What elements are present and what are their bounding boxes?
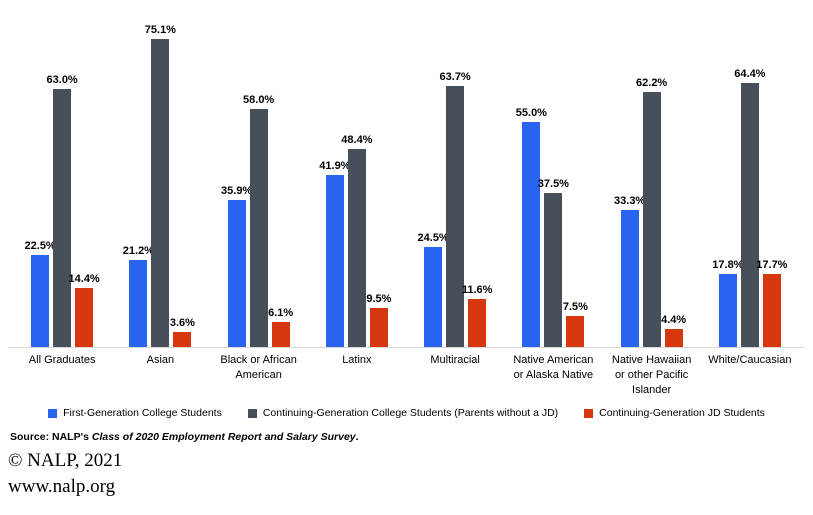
bar-cluster: 24.5% 63.7% 11.6% xyxy=(418,71,492,347)
bar-continuing-generation-jd-students-black-or-african-american: 6.1% xyxy=(268,307,293,347)
category-label-asian: Asian xyxy=(146,354,175,366)
bar-first-generation-college-students-multiracial: 24.5% xyxy=(418,232,449,347)
bar-continuing-generation-jd-students-latinx: 9.5% xyxy=(366,293,391,347)
value-label: 62.2% xyxy=(636,77,668,89)
bar-group-multiracial: 24.5% 63.7% 11.6% xyxy=(406,71,504,347)
bar-cluster: 33.3% 62.2% 4.4% xyxy=(614,77,686,347)
category-label-black-or-african-american: Black or African American xyxy=(220,354,297,381)
bar-first-generation-college-students-all-graduates: 22.5% xyxy=(25,240,56,347)
source-prefix: Source: xyxy=(10,431,50,443)
bar-continuing-generation-college-students-parents-without-a-jd-multiracial: 63.7% xyxy=(440,71,471,347)
x-axis-line xyxy=(8,347,805,348)
value-label: 58.0% xyxy=(243,94,275,106)
value-label: 6.1% xyxy=(268,307,294,319)
legend-item-continuing-generation-jd-students: Continuing-Generation JD Students xyxy=(584,407,765,419)
bar-first-generation-college-students-black-or-african-american: 35.9% xyxy=(221,185,252,347)
bar-continuing-generation-jd-students-native-hawaiian-or-other-pacific-islander: 4.4% xyxy=(661,314,686,347)
value-label: 35.9% xyxy=(221,185,253,197)
value-label: 17.7% xyxy=(756,259,788,271)
category-label-native-hawaiian-or-other-pacific-islander: Native Hawaiian or other Pacific Islande… xyxy=(611,354,692,396)
source-suffix: . xyxy=(355,431,359,443)
value-label: 41.9% xyxy=(319,160,351,172)
value-label: 11.6% xyxy=(461,284,493,296)
bar-continuing-generation-college-students-parents-without-a-jd-all-graduates: 63.0% xyxy=(47,74,78,347)
value-label: 4.4% xyxy=(661,314,687,326)
legend-swatch-icon xyxy=(48,408,58,418)
value-label: 64.4% xyxy=(734,68,766,80)
category-label-native-american-or-alaska-native: Native American or Alaska Native xyxy=(513,354,594,381)
bar-group-latinx: 41.9% 48.4% 9.5% xyxy=(308,134,406,347)
value-label: 24.5% xyxy=(417,232,449,244)
category-label-white-caucasian: White/Caucasian xyxy=(708,354,792,366)
source-title: Class of 2020 Employment Report and Sala… xyxy=(91,431,356,443)
value-label: 3.6% xyxy=(169,317,195,329)
bar-first-generation-college-students-asian: 21.2% xyxy=(123,245,154,347)
bar-continuing-generation-college-students-parents-without-a-jd-black-or-african-american: 58.0% xyxy=(243,94,274,347)
bar-cluster: 55.0% 37.5% 7.5% xyxy=(516,107,588,347)
plot-area: 22.5% 63.0% 14.4% 21.2% 75.1% 3.6% 35.9% 58.0% 6… xyxy=(13,0,799,347)
legend-label: Continuing-Generation JD Students xyxy=(599,407,765,419)
bar-continuing-generation-college-students-parents-without-a-jd-white-caucasian: 64.4% xyxy=(734,68,765,347)
bar-cluster: 41.9% 48.4% 9.5% xyxy=(319,134,391,347)
legend-label: Continuing-Generation College Students (… xyxy=(262,407,559,419)
bar-group-all-graduates: 22.5% 63.0% 14.4% xyxy=(13,74,111,347)
bar-first-generation-college-students-latinx: 41.9% xyxy=(319,160,350,347)
bar-group-asian: 21.2% 75.1% 3.6% xyxy=(111,24,209,347)
website-text: www.nalp.org xyxy=(8,476,116,497)
bar-group-native-american-or-alaska-native: 55.0% 37.5% 7.5% xyxy=(504,107,602,347)
value-label: 7.5% xyxy=(562,301,588,313)
value-label: 55.0% xyxy=(515,107,547,119)
value-label: 37.5% xyxy=(537,178,569,190)
value-label: 75.1% xyxy=(144,24,176,36)
legend-swatch-icon xyxy=(247,408,257,418)
bar-continuing-generation-jd-students-native-american-or-alaska-native: 7.5% xyxy=(563,301,588,347)
bar-continuing-generation-college-students-parents-without-a-jd-latinx: 48.4% xyxy=(341,134,372,347)
value-label: 63.0% xyxy=(46,74,78,86)
bar-group-native-hawaiian-or-other-pacific-islander: 33.3% 62.2% 4.4% xyxy=(603,77,701,347)
value-label: 21.2% xyxy=(122,245,154,257)
bar-continuing-generation-college-students-parents-without-a-jd-native-hawaiian-or-other-pacific-islander: 62.2% xyxy=(636,77,667,347)
value-label: 33.3% xyxy=(614,195,646,207)
bar-continuing-generation-jd-students-white-caucasian: 17.7% xyxy=(756,259,787,347)
bar-first-generation-college-students-white-caucasian: 17.8% xyxy=(712,259,743,347)
value-label: 22.5% xyxy=(24,240,56,252)
value-label: 14.4% xyxy=(68,273,100,285)
legend: First-Generation College Students Continu… xyxy=(0,407,813,419)
bar-continuing-generation-jd-students-all-graduates: 14.4% xyxy=(69,273,100,347)
source-note: Source: NALP's Class of 2020 Employment … xyxy=(10,431,359,443)
bar-continuing-generation-jd-students-asian: 3.6% xyxy=(170,317,195,347)
copyright-text: © NALP, 2021 xyxy=(8,450,123,471)
bar-cluster: 22.5% 63.0% 14.4% xyxy=(25,74,100,347)
category-axis: All Graduates Asian Black or African Ameri… xyxy=(13,353,799,398)
category-label-multiracial: Multiracial xyxy=(430,354,480,366)
bar-cluster: 17.8% 64.4% 17.7% xyxy=(712,68,787,347)
bar-first-generation-college-students-native-hawaiian-or-other-pacific-islander: 33.3% xyxy=(614,195,645,347)
value-label: 9.5% xyxy=(366,293,392,305)
legend-item-continuing-generation-college-students-parents-without-a-jd: Continuing-Generation College Students (… xyxy=(247,407,559,419)
legend-item-first-generation-college-students: First-Generation College Students xyxy=(48,407,222,419)
legend-label: First-Generation College Students xyxy=(63,407,222,419)
bar-cluster: 21.2% 75.1% 3.6% xyxy=(123,24,195,347)
value-label: 48.4% xyxy=(341,134,373,146)
bar-continuing-generation-jd-students-multiracial: 11.6% xyxy=(462,284,492,347)
bar-group-black-or-african-american: 35.9% 58.0% 6.1% xyxy=(210,94,308,347)
legend-swatch-icon xyxy=(584,408,594,418)
value-label: 17.8% xyxy=(712,259,744,271)
source-publisher: NALP's xyxy=(49,431,92,443)
category-label-all-graduates: All Graduates xyxy=(28,354,96,366)
bar-continuing-generation-college-students-parents-without-a-jd-native-american-or-alaska-native: 37.5% xyxy=(538,178,569,347)
category-label-latinx: Latinx xyxy=(342,354,372,366)
bar-first-generation-college-students-native-american-or-alaska-native: 55.0% xyxy=(516,107,547,347)
value-label: 63.7% xyxy=(439,71,471,83)
bar-continuing-generation-college-students-parents-without-a-jd-asian: 75.1% xyxy=(145,24,176,347)
bar-cluster: 35.9% 58.0% 6.1% xyxy=(221,94,293,347)
bar-group-white-caucasian: 17.8% 64.4% 17.7% xyxy=(701,68,799,347)
